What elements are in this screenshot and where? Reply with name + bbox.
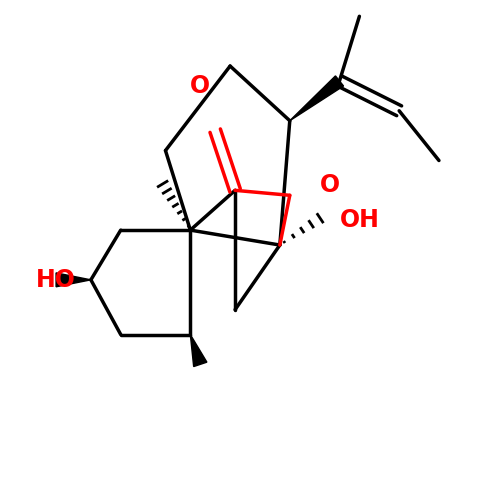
Polygon shape <box>56 273 91 287</box>
Polygon shape <box>290 76 344 120</box>
Text: HO: HO <box>36 268 76 292</box>
Text: OH: OH <box>340 208 380 232</box>
Text: O: O <box>320 174 340 198</box>
Polygon shape <box>190 334 207 366</box>
Text: O: O <box>190 74 210 98</box>
